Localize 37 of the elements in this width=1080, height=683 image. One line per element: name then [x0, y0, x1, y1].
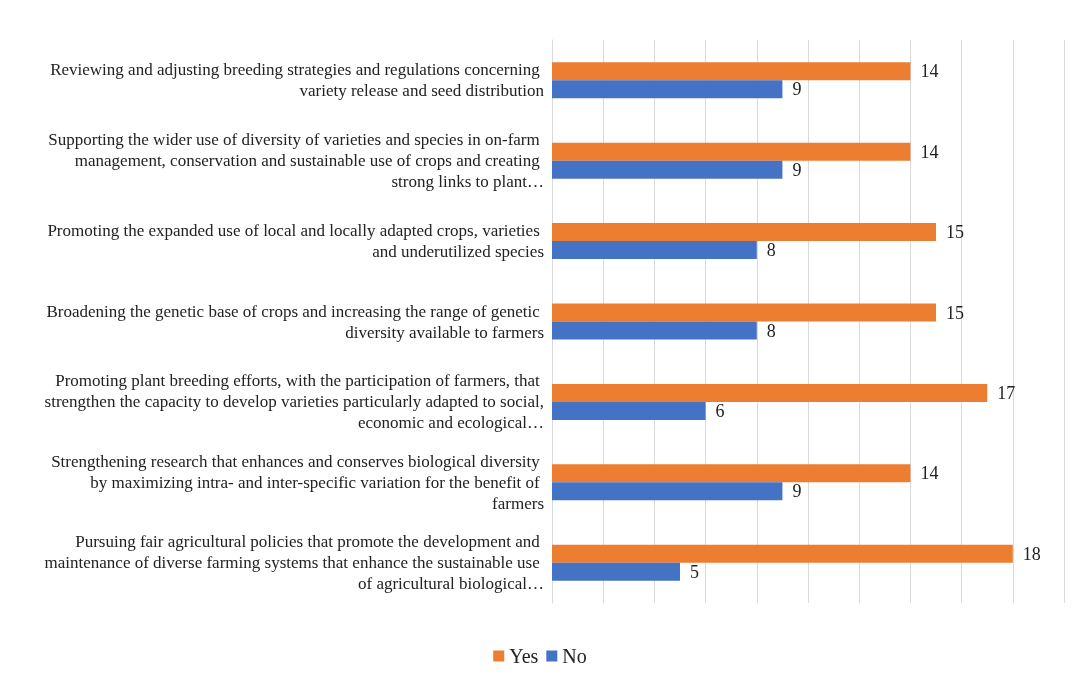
data-label: 14 — [920, 463, 939, 484]
y-tick-label: Supporting the wider use of diversity of varieties and species in on-farm management, conservation and sustainable use of crops and creating strong links to plant… — [48, 130, 544, 192]
bar — [552, 464, 911, 483]
legend-label: Yes — [509, 645, 539, 667]
bar — [552, 401, 706, 420]
bar — [552, 62, 911, 81]
bar — [552, 562, 680, 581]
legend-label: No — [562, 645, 587, 667]
bar — [552, 482, 783, 501]
data-label: 8 — [766, 320, 776, 341]
data-label: 14 — [920, 141, 939, 162]
bar — [552, 241, 757, 260]
data-label: 15 — [946, 302, 964, 323]
y-tick-label: Broadening the genetic base of crops and increasing the range of genetic diversity available to farmers — [46, 301, 544, 342]
bar — [552, 303, 936, 322]
data-label: 8 — [766, 240, 776, 261]
y-tick-label: Strengthening research that enhances and conserves biological diversity by maximizing intra- and inter-specific variation for the benefit of farmers — [51, 451, 544, 513]
bar — [552, 383, 988, 402]
data-label: 18 — [1022, 543, 1041, 564]
data-label: 5 — [690, 561, 699, 582]
y-tick-label: Promoting the expanded use of local and locally adapted crops, varieties and underutilized species — [47, 221, 544, 262]
data-label: 17 — [997, 382, 1016, 403]
bar — [552, 321, 757, 340]
data-label: 15 — [946, 222, 964, 243]
y-tick-label: Reviewing and adjusting breeding strategies and regulations concerning variety release and seed distribution — [50, 60, 545, 101]
y-tick-label: Pursuing fair agricultural policies that promote the development and maintenance of diverse farming systems that enhance the sustainable use of agricultural biological… — [44, 532, 544, 594]
y-tick-label: Promoting plant breeding efforts, with the participation of farmers, that strengthen the capacity to develop varieties particularly adapted to social, economic and ecological… — [44, 371, 544, 433]
data-label: 14 — [920, 61, 939, 82]
bar — [552, 160, 783, 179]
data-label: 6 — [715, 400, 725, 421]
data-label: 9 — [792, 79, 802, 100]
data-label: 9 — [792, 481, 802, 502]
bar — [552, 80, 783, 99]
bar — [552, 223, 936, 242]
data-label: 9 — [792, 159, 802, 180]
bar — [552, 142, 911, 161]
bar — [552, 544, 1013, 563]
